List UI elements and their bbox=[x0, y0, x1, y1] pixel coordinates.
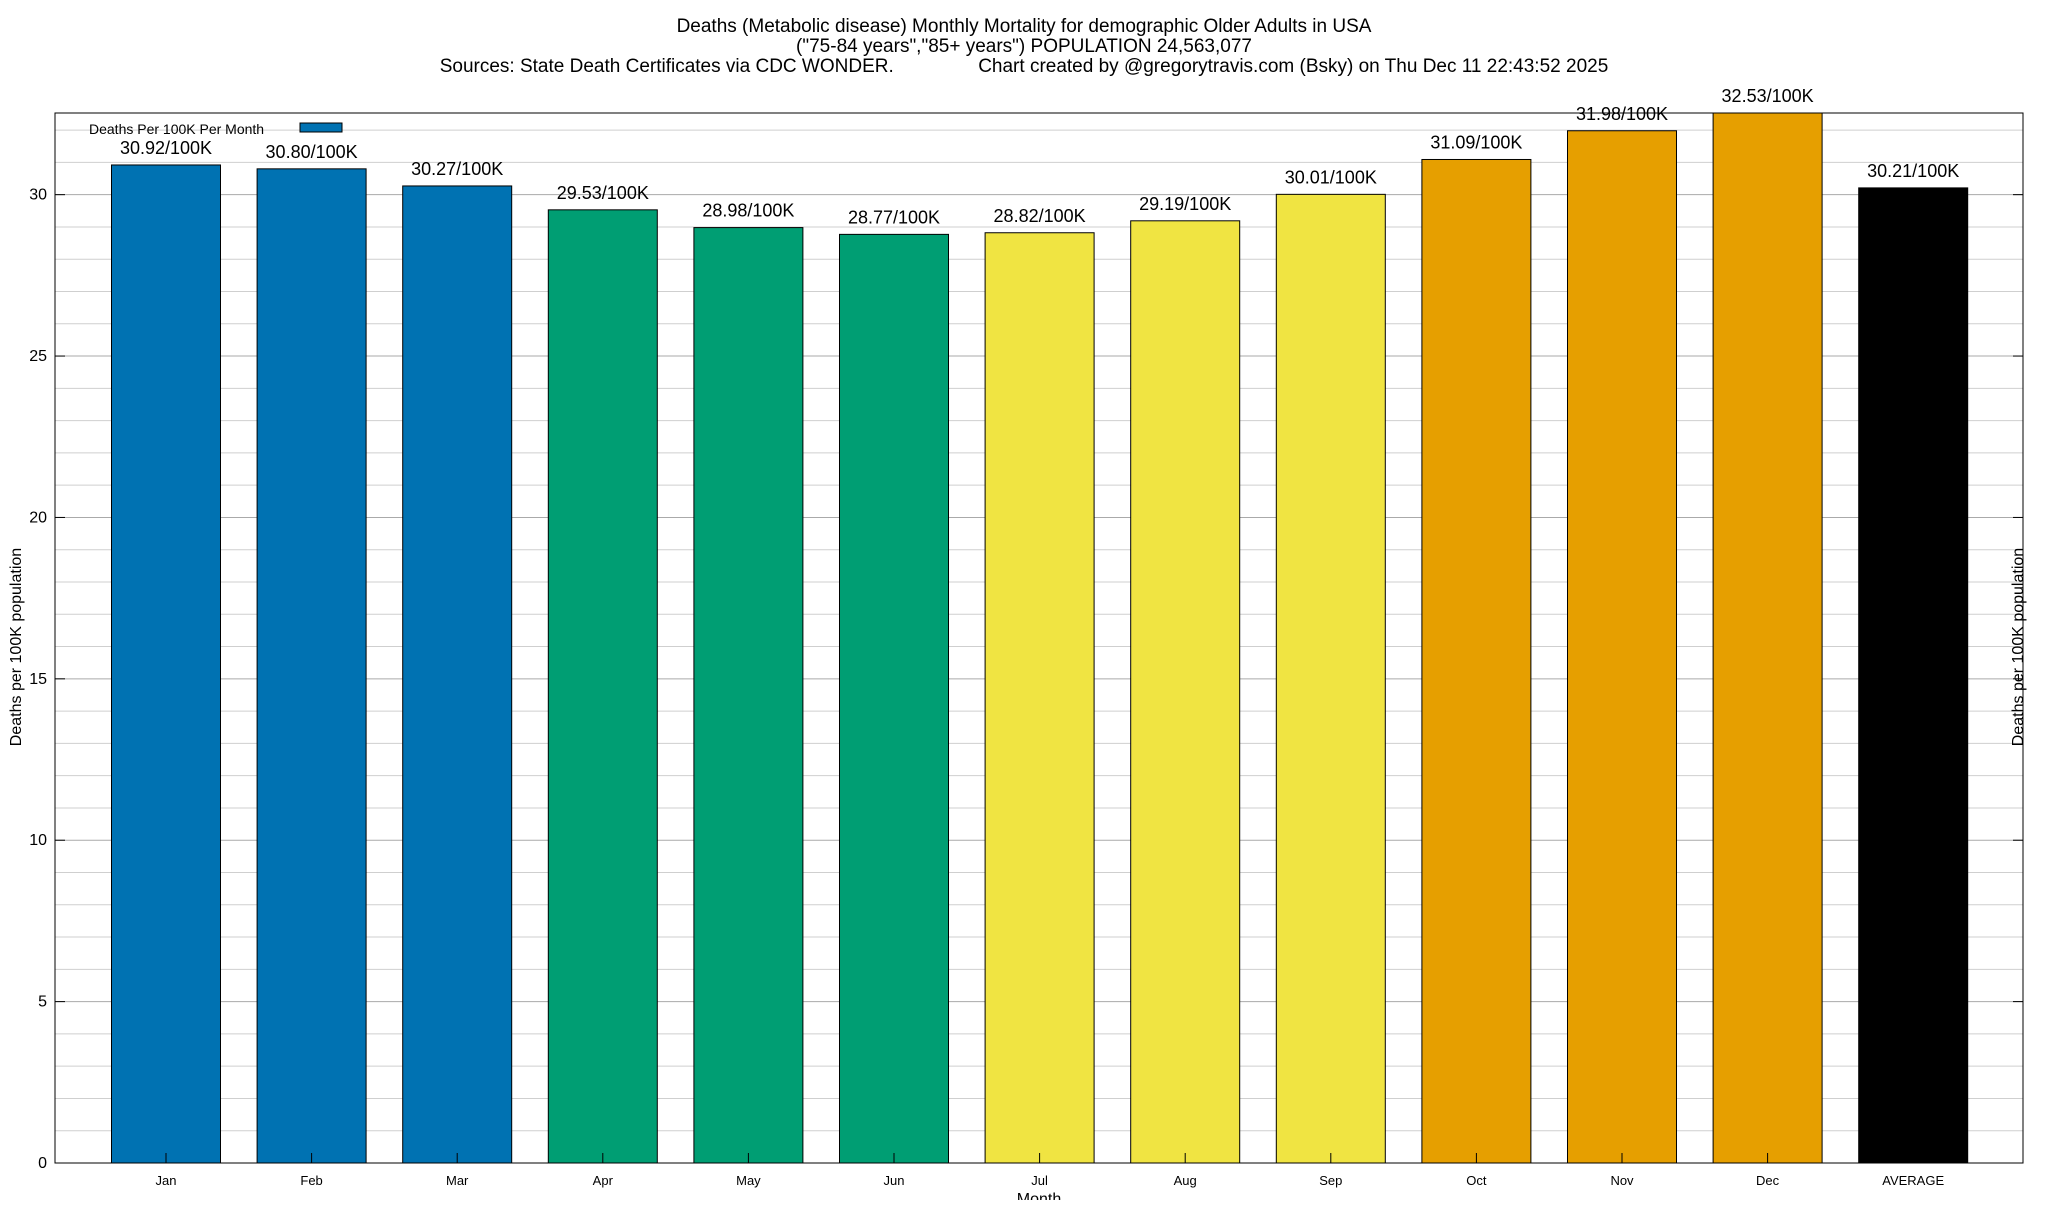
chart-title: Deaths (Metabolic disease) Monthly Morta… bbox=[677, 16, 1372, 37]
y-axis-label: Deaths per 100K population bbox=[8, 548, 25, 746]
bar bbox=[984, 232, 1095, 1164]
bar bbox=[839, 233, 949, 1164]
x-tick-label: Mar bbox=[446, 1173, 469, 1188]
x-tick-label: Jan bbox=[156, 1173, 177, 1188]
x-tick-label: AVERAGE bbox=[1882, 1173, 1944, 1188]
y-axis-label-right: Deaths per 100K population bbox=[2010, 548, 2027, 746]
bar bbox=[1130, 220, 1241, 1164]
y-tick-label: 0 bbox=[38, 1155, 47, 1172]
data-label: 29.53/100K bbox=[557, 183, 649, 203]
bar bbox=[256, 168, 367, 1164]
chart-subtitle: ("75-84 years","85+ years") POPULATION 2… bbox=[796, 36, 1252, 57]
bars bbox=[111, 112, 1969, 1164]
data-label: 30.92/100K bbox=[120, 138, 212, 158]
x-tick-label: Feb bbox=[300, 1173, 322, 1188]
data-label: 30.21/100K bbox=[1867, 161, 1959, 181]
bar bbox=[402, 185, 513, 1164]
data-label: 31.98/100K bbox=[1576, 104, 1668, 124]
x-tick-label: Nov bbox=[1610, 1173, 1634, 1188]
legend-swatch bbox=[299, 122, 343, 133]
data-label: 30.01/100K bbox=[1285, 167, 1377, 187]
x-tick-label: May bbox=[736, 1173, 761, 1188]
data-label: 30.80/100K bbox=[266, 142, 358, 162]
bar bbox=[1421, 158, 1532, 1164]
bar bbox=[1712, 112, 1823, 1164]
x-axis-label: Month bbox=[1017, 1191, 1061, 1200]
data-label: 29.19/100K bbox=[1139, 194, 1231, 214]
data-label: 31.09/100K bbox=[1430, 132, 1522, 152]
x-tick-label: Apr bbox=[593, 1173, 614, 1188]
legend-label: Deaths Per 100K Per Month bbox=[89, 121, 264, 137]
y-tick-label: 10 bbox=[29, 832, 47, 849]
x-tick-label: Sep bbox=[1319, 1173, 1342, 1188]
bar bbox=[1567, 130, 1677, 1164]
y-tick-label: 5 bbox=[38, 994, 47, 1011]
y-tick-label: 25 bbox=[29, 348, 47, 365]
data-label: 28.82/100K bbox=[994, 206, 1086, 226]
x-tick-label: Aug bbox=[1174, 1173, 1197, 1188]
x-tick-label: Oct bbox=[1466, 1173, 1487, 1188]
data-label: 30.27/100K bbox=[411, 159, 503, 179]
y-axis-ticks: 0 5 10 15 20 25 30 bbox=[29, 187, 2023, 1172]
plot-frame bbox=[54, 112, 2024, 1164]
data-labels: 30.92/100K 30.80/100K 30.27/100K 29.53/100K… bbox=[120, 86, 1959, 227]
data-label: 32.53/100K bbox=[1722, 86, 1814, 106]
data-label: 28.77/100K bbox=[848, 207, 940, 227]
data-label: 28.98/100K bbox=[702, 201, 794, 221]
bar bbox=[693, 227, 804, 1164]
y-tick-label: 15 bbox=[29, 671, 47, 688]
x-tick-label: Dec bbox=[1756, 1173, 1780, 1188]
bar bbox=[1858, 187, 1969, 1164]
x-tick-label: Jul bbox=[1031, 1173, 1048, 1188]
bar bbox=[547, 209, 658, 1164]
y-tick-label: 30 bbox=[29, 187, 47, 204]
bar bbox=[1275, 193, 1386, 1164]
legend: Deaths Per 100K Per Month bbox=[89, 121, 343, 137]
y-tick-label: 20 bbox=[29, 509, 47, 526]
bar bbox=[111, 164, 221, 1164]
x-axis-category-labels: Jan Feb Mar Apr May Jun Jul Aug Sep Oct Nov Dec AVER… bbox=[156, 1153, 1944, 1188]
x-tick-label: Jun bbox=[884, 1173, 905, 1188]
chart-source-line: Sources: State Death Certificates via CD… bbox=[440, 56, 1609, 77]
